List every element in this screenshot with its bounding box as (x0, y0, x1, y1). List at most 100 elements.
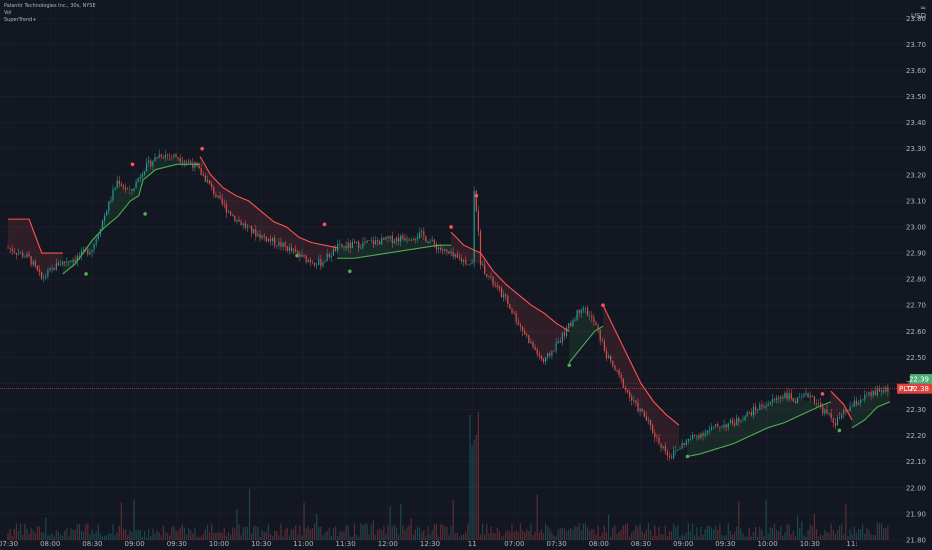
volume-bar (847, 536, 849, 540)
candle-body (759, 404, 761, 410)
x-tick-label: 08:30 (82, 540, 102, 548)
volume-indicator-label[interactable]: Vol (4, 10, 12, 16)
candle-body (708, 429, 710, 431)
volume-bar (517, 532, 519, 540)
supertrend-fill (569, 305, 604, 363)
candle-body (374, 240, 377, 245)
candle-body (158, 154, 160, 158)
volume-bar (817, 536, 820, 540)
candle-body (395, 237, 398, 241)
volume-bar (112, 523, 114, 540)
candle-body (463, 260, 465, 262)
volume-bar (181, 523, 183, 540)
candle-body (752, 406, 755, 416)
candle-body (118, 180, 120, 185)
volume-bar (883, 528, 885, 540)
candle-body (488, 276, 490, 278)
volume-bar (118, 525, 120, 540)
candle-body (626, 389, 629, 392)
volume-bar (347, 525, 349, 540)
supertrend-indicator-label[interactable]: SuperTrend+ (4, 17, 37, 23)
volume-bar (286, 528, 288, 540)
candle-body (481, 264, 484, 266)
candle-body (383, 237, 385, 240)
candle-body (687, 438, 689, 441)
volume-bar (326, 531, 328, 540)
volume-bar (618, 531, 620, 540)
candle-body (389, 236, 391, 239)
candle-body (30, 256, 32, 265)
candle-body (698, 435, 700, 439)
volume-bar (574, 525, 576, 540)
highlight-price-box (910, 374, 932, 385)
volume-bar (421, 532, 423, 540)
candle-body (511, 308, 513, 314)
volume-bar (624, 524, 626, 540)
volume-bar (316, 514, 318, 540)
volume-bar (173, 526, 175, 540)
candle-body (744, 416, 746, 421)
candle-body (757, 409, 759, 411)
volume-bar (458, 536, 461, 540)
volume-bar (463, 534, 465, 540)
candle-body (198, 165, 200, 169)
candle-body (603, 341, 605, 351)
candle-body (26, 254, 28, 258)
volume-bar (633, 530, 635, 540)
volume-bar (120, 502, 122, 540)
candle-body (727, 422, 729, 428)
candle-body (200, 168, 202, 176)
candle-body (64, 261, 66, 263)
candle-body (849, 406, 851, 412)
volume-bar (859, 529, 862, 540)
volume-bar (97, 524, 99, 540)
volume-bar (139, 530, 141, 540)
candle-body (347, 242, 349, 249)
volume-bar (288, 535, 290, 540)
candle-body (368, 240, 370, 242)
buy-signal-marker (567, 363, 572, 368)
candle-body (341, 244, 343, 248)
volume-bar (792, 530, 794, 540)
volume-bar (845, 503, 847, 540)
volume-bar (148, 529, 150, 540)
volume-bar (24, 524, 26, 540)
volume-bar (549, 528, 551, 540)
candle-body (322, 262, 324, 267)
candle-body (460, 258, 463, 262)
candle-body (280, 242, 282, 248)
candle-body (337, 244, 339, 252)
candle-body (326, 253, 328, 262)
candle-body (427, 241, 429, 243)
candle-body (868, 391, 870, 396)
volume-bar (200, 536, 202, 540)
volume-bar (885, 528, 887, 540)
y-tick-label: 23.70 (906, 41, 926, 49)
candle-body (559, 341, 561, 343)
volume-bar (494, 533, 496, 540)
candle-body (505, 294, 507, 296)
sell-signal-marker (820, 392, 825, 396)
candle-body (832, 418, 834, 423)
volume-bar (154, 533, 156, 540)
volume-bar (47, 535, 49, 540)
currency-box[interactable]: ≈ USD (911, 4, 926, 20)
volume-bar (381, 530, 383, 540)
volume-bar (702, 534, 704, 540)
volume-bar (530, 523, 532, 540)
volume-bar (742, 533, 744, 540)
candle-body (70, 261, 72, 263)
candle-body (139, 176, 141, 179)
candle-body (557, 341, 559, 344)
volume-bar (309, 529, 311, 540)
candle-body (647, 420, 650, 421)
candle-body (880, 390, 883, 392)
volume-bar (299, 525, 301, 540)
volume-bar (364, 523, 366, 540)
volume-bar (32, 530, 34, 540)
candle-body (654, 432, 656, 438)
volume-bar (91, 529, 93, 540)
volume-bar (872, 535, 874, 540)
candle-body (89, 252, 91, 255)
